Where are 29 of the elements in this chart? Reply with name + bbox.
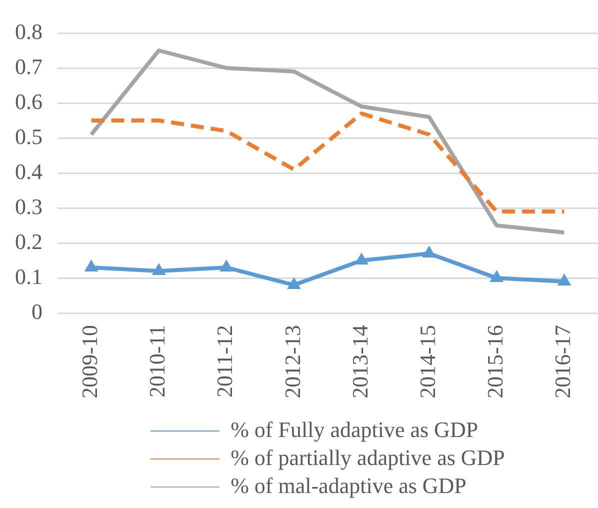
- point: [220, 260, 233, 272]
- point: [84, 260, 98, 272]
- line-series: [89, 112, 566, 214]
- y-tick-label: 0.1: [15, 264, 42, 289]
- x-tick-label: 2009-10: [77, 325, 102, 398]
- y-tick-label: 0.7: [15, 54, 42, 79]
- x-tick-label: 2014-15: [414, 325, 440, 398]
- point: [558, 274, 571, 286]
- legend-label: % of Fully adaptive as GDP: [230, 416, 478, 442]
- point: [287, 278, 301, 289]
- legend-label: % of mal-adaptive as GDP: [230, 472, 466, 498]
- x-tick-label: 2015-16: [482, 325, 508, 398]
- x-tick-label: 2010-11: [144, 325, 170, 398]
- point: [152, 264, 166, 275]
- point: [354, 253, 368, 264]
- y-tick-label: 0.3: [15, 194, 42, 219]
- y-tick-label: 0.2: [15, 228, 42, 254]
- x-tick-label: 2016-17: [550, 325, 575, 398]
- x-tick-label: 2011-12: [212, 325, 238, 398]
- y-tick-label: 0: [32, 298, 42, 324]
- legend-label: % of partially adaptive as GDP: [230, 444, 505, 470]
- y-tick-label: 0.8: [15, 18, 42, 44]
- point: [422, 246, 436, 258]
- point: [490, 270, 504, 282]
- y-tick-label: 0.4: [15, 158, 42, 184]
- y-tick-label: 0.6: [15, 88, 42, 114]
- y-tick-label: 0.5: [15, 124, 42, 149]
- x-tick-label: 2012-13: [280, 325, 305, 398]
- x-tick-label: 2013-14: [347, 325, 372, 398]
